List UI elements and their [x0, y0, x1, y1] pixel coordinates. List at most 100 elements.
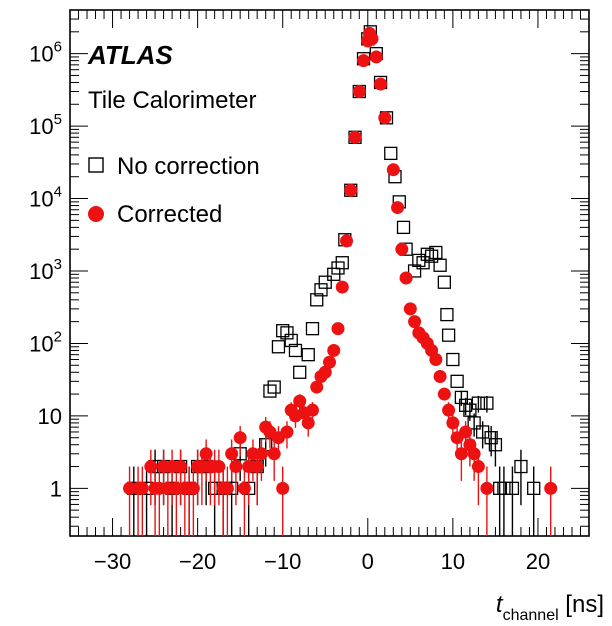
data-point-corrected: [395, 242, 409, 256]
data-point-no-correction: [429, 245, 443, 260]
y-tick-label-base: 10: [29, 331, 53, 356]
data-point-corrected: [305, 403, 319, 417]
data-point-corrected: [225, 447, 239, 461]
data-point-corrected: [459, 425, 473, 439]
data-point-corrected: [301, 416, 315, 430]
legend-marker-corrected: [88, 206, 104, 222]
y-tick-label-exponent: 5: [54, 111, 62, 128]
data-point-corrected: [250, 460, 264, 474]
data-point-corrected: [186, 481, 200, 495]
y-tick-label-base: 10: [29, 114, 53, 139]
data-point-no-correction: [331, 261, 345, 275]
data-point-no-correction: [271, 340, 286, 354]
data-point-corrected: [429, 353, 443, 367]
data-point-corrected: [365, 32, 379, 46]
data-point-corrected: [471, 460, 485, 474]
data-point-no-correction: [433, 258, 447, 272]
data-point-no-correction: [396, 220, 411, 235]
data-point-corrected: [318, 365, 332, 379]
data-point-no-correction: [484, 431, 498, 445]
data-point-corrected: [408, 315, 422, 329]
data-point-no-correction: [420, 247, 434, 261]
data-point-corrected: [467, 447, 481, 461]
y-tick-label: 102: [29, 328, 62, 356]
y-tick-label: 1: [50, 476, 62, 501]
y-tick-label: 104: [29, 184, 62, 212]
y-tick-label: 103: [29, 256, 62, 284]
data-point-corrected: [378, 111, 392, 125]
data-point-no-correction: [314, 283, 328, 297]
data-point-corrected: [344, 183, 358, 197]
data-point-no-correction: [454, 390, 469, 405]
data-point-no-correction: [446, 352, 460, 367]
data-point-no-correction: [276, 324, 290, 338]
y-tick-label-exponent: 4: [54, 184, 62, 201]
data-point-corrected: [374, 77, 388, 91]
data-point-corrected: [437, 387, 451, 401]
x-axis-title-unit: [ns]: [559, 591, 604, 618]
data-point-no-correction: [301, 348, 315, 362]
data-point-corrected: [331, 322, 345, 336]
y-tick-label-base: 10: [29, 259, 53, 284]
data-point-corrected: [386, 163, 400, 177]
data-point-corrected: [229, 460, 243, 474]
data-point-corrected: [293, 394, 307, 408]
y-tick-label-base: 10: [29, 187, 53, 212]
data-point-no-correction: [310, 293, 324, 307]
x-tick-label: 0: [362, 549, 374, 574]
x-tick-label: −30: [94, 549, 131, 574]
data-point-no-correction: [267, 380, 281, 394]
atlas-label: ATLAS: [87, 40, 173, 70]
data-point-no-correction: [471, 396, 486, 410]
data-point-no-correction: [335, 256, 349, 270]
x-tick-label: −20: [179, 549, 216, 574]
data-point-corrected: [340, 234, 354, 248]
data-point-corrected: [335, 280, 349, 294]
data-point-corrected: [433, 369, 447, 383]
plot-frame: [69, 9, 590, 537]
series-corrected: [123, 26, 558, 536]
data-point-corrected: [144, 460, 158, 474]
data-point-corrected: [135, 481, 149, 495]
data-point-no-correction: [463, 403, 477, 417]
data-point-corrected: [174, 460, 188, 474]
data-point-corrected: [237, 481, 251, 495]
data-point-corrected: [391, 201, 405, 215]
detector-label: Tile Calorimeter: [88, 87, 256, 114]
y-tick-label: 105: [29, 111, 62, 139]
y-tick-label-base: 10: [29, 42, 53, 67]
data-point-no-correction: [263, 384, 277, 398]
data-point-no-correction: [488, 438, 503, 452]
x-tick-label: 20: [526, 549, 550, 574]
axis-ticks: [70, 9, 589, 536]
data-point-corrected: [480, 481, 494, 495]
data-point-corrected: [310, 380, 324, 394]
data-point-no-correction: [458, 398, 473, 412]
data-point-no-correction: [480, 396, 494, 410]
data-point-corrected: [323, 355, 336, 369]
data-point-no-correction: [441, 328, 456, 342]
data-point-no-correction: [288, 343, 303, 358]
data-point-no-correction: [424, 249, 439, 263]
data-point-corrected: [348, 130, 362, 144]
data-point-no-correction: [527, 481, 541, 496]
data-point-no-correction: [497, 481, 511, 496]
data-point-corrected: [403, 302, 417, 316]
data-point-corrected: [369, 50, 383, 64]
data-point-no-correction: [437, 275, 452, 289]
x-tick-label: 10: [441, 549, 465, 574]
data-point-corrected: [267, 447, 281, 461]
data-point-corrected: [544, 481, 558, 495]
data-point-no-correction: [467, 416, 481, 430]
data-point-corrected: [233, 431, 247, 445]
data-point-corrected: [454, 447, 468, 461]
data-point-corrected: [220, 481, 234, 495]
data-point-no-correction: [514, 459, 528, 474]
data-point-no-correction: [505, 481, 520, 496]
y-tick-label-exponent: 3: [54, 256, 62, 273]
x-tick-label: −10: [264, 549, 301, 574]
data-point-corrected: [399, 271, 413, 285]
legend-label-corrected: Corrected: [117, 201, 222, 228]
